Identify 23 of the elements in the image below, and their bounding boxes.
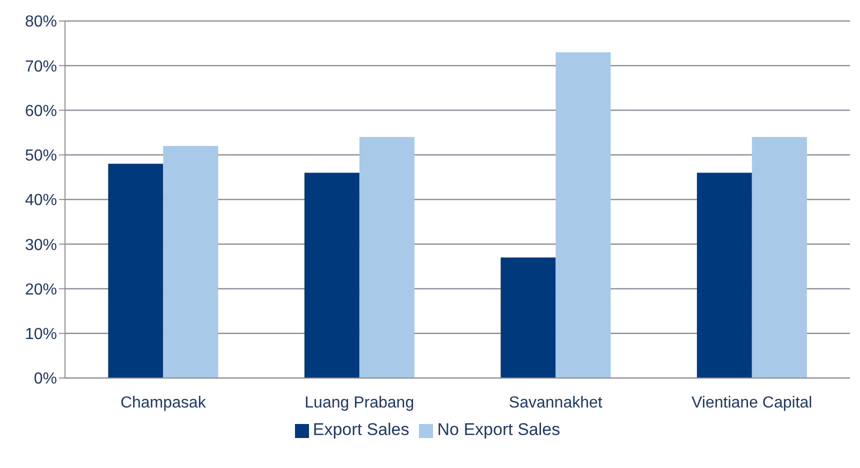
bar [304,172,360,378]
y-tick-label: 30% [24,236,57,254]
x-tick-label: Vientiane Capital [692,394,812,412]
x-tick-label: Luang Prabang [304,394,414,412]
bar [500,258,556,378]
bar [359,137,414,378]
legend-label: No Export Sales [437,420,560,439]
y-tick-label: 0% [34,370,57,388]
x-tick-label: Champasak [120,394,207,412]
legend-label: Export Sales [312,420,410,439]
y-tick-label: 50% [24,148,57,165]
y-tick-label: 60% [24,102,57,120]
bar [752,137,807,378]
y-tick-label: 20% [24,281,57,298]
y-tick-label: 10% [24,326,57,344]
bar [108,164,164,378]
y-tick-label: 40% [24,192,57,210]
bar [163,146,218,378]
y-tick-label: 80% [24,14,57,31]
bar [696,172,752,378]
bar [556,52,611,378]
y-tick-label: 70% [24,58,57,76]
x-tick-label: Savannakhet [508,394,603,412]
